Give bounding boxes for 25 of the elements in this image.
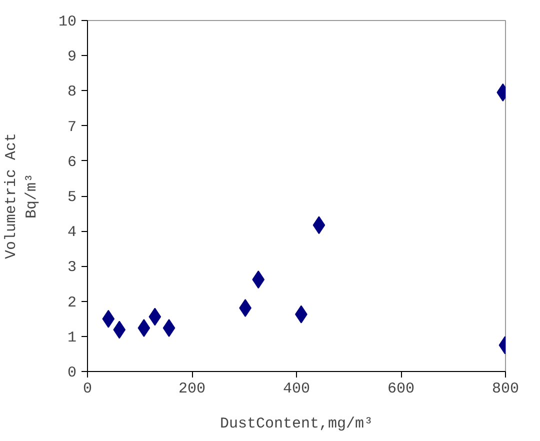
x-tick-label: 400	[283, 380, 310, 398]
y-tick-label: 2	[68, 294, 77, 312]
x-axis-title: DustContent,mg/m³	[220, 416, 374, 432]
x-tick-label: 0	[83, 380, 92, 398]
y-tick-label: 7	[68, 118, 77, 136]
x-tick-label: 600	[388, 380, 415, 398]
y-tick-label: 8	[68, 84, 77, 101]
point	[102, 310, 115, 328]
point	[252, 270, 265, 289]
y-tick-label: 9	[68, 48, 77, 66]
y-tick-label: 0	[68, 364, 77, 382]
point	[162, 318, 176, 337]
y-tick-label: 1	[68, 329, 77, 346]
y-tick-label: 5	[68, 189, 77, 206]
y-tick-label: 3	[68, 259, 77, 276]
y-tick-label: 10	[58, 14, 77, 30]
point	[113, 320, 126, 339]
y-tick-label: 4	[68, 224, 77, 242]
x-tick-label: 200	[178, 380, 206, 398]
y-axis-title: Volumetric Act Bq/m³	[3, 132, 40, 260]
point	[148, 308, 162, 326]
x-tick-label: 800	[492, 380, 520, 398]
point	[312, 216, 326, 234]
point	[138, 318, 150, 337]
y-tick-label: 6	[68, 154, 77, 171]
